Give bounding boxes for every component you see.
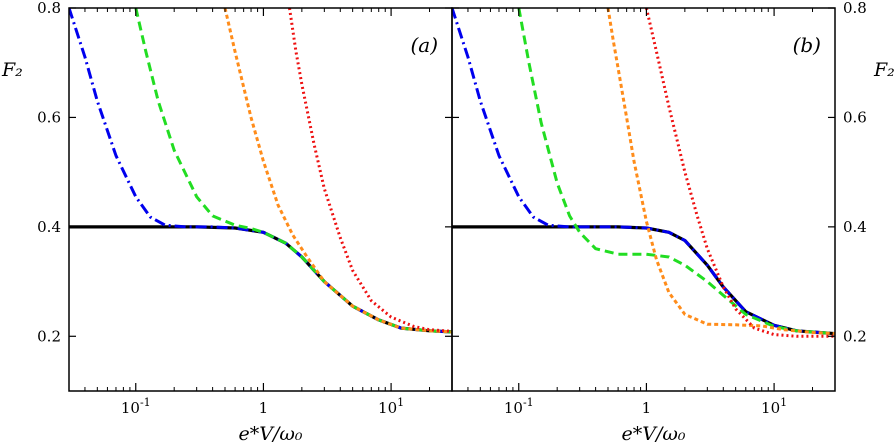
x-tick-label: 101	[378, 396, 404, 417]
series-line-dotted	[223, 8, 452, 334]
y-tick-label: 0.2	[37, 327, 61, 345]
y-tick-label: 0.8	[843, 0, 867, 17]
series-line-dashed	[517, 8, 835, 336]
y-tick-label: 0.8	[37, 0, 61, 17]
plot-frame	[68, 7, 453, 392]
y-tick-label: 0.2	[843, 327, 867, 345]
series-line-solid	[69, 225, 452, 334]
y-axis-title: F₂	[873, 59, 895, 81]
series-group	[452, 8, 835, 338]
panel-label: (a)	[410, 33, 438, 57]
plot-frame	[451, 7, 836, 392]
series-line-dotted	[606, 8, 835, 336]
series-line-dashdot	[69, 8, 452, 334]
y-tick-label: 0.4	[37, 218, 61, 236]
y-tick-label: 0.6	[843, 108, 867, 126]
x-tick-label: 1	[642, 399, 652, 417]
x-tick-label: 10-1	[504, 396, 534, 417]
x-tick-label: 101	[761, 396, 787, 417]
x-axis-title: e*V/ω₀	[239, 423, 303, 445]
x-tick-label: 10-1	[121, 396, 151, 417]
series-group	[69, 8, 452, 334]
y-tick-label: 0.4	[843, 218, 867, 236]
series-line-dashdot	[452, 8, 835, 336]
x-axis-title: e*V/ω₀	[622, 423, 686, 445]
series-line-solid	[452, 225, 835, 336]
series-line-dotted-fine	[644, 8, 835, 338]
series-line-dashed	[134, 8, 452, 334]
y-axis-title: F₂	[1, 59, 23, 81]
panel-a: 0.2 0.4 0.6 0.8 10-1 1 101 e*V/ω₀ F₂ (a)	[1, 0, 453, 445]
x-tick-label: 1	[259, 399, 269, 417]
panel-b: 0.2 0.4 0.6 0.8 10-1 1 101 e*V/ω₀ F₂ (b)	[451, 0, 895, 445]
panel-label: (b)	[793, 33, 821, 57]
y-tick-label: 0.6	[37, 108, 61, 126]
